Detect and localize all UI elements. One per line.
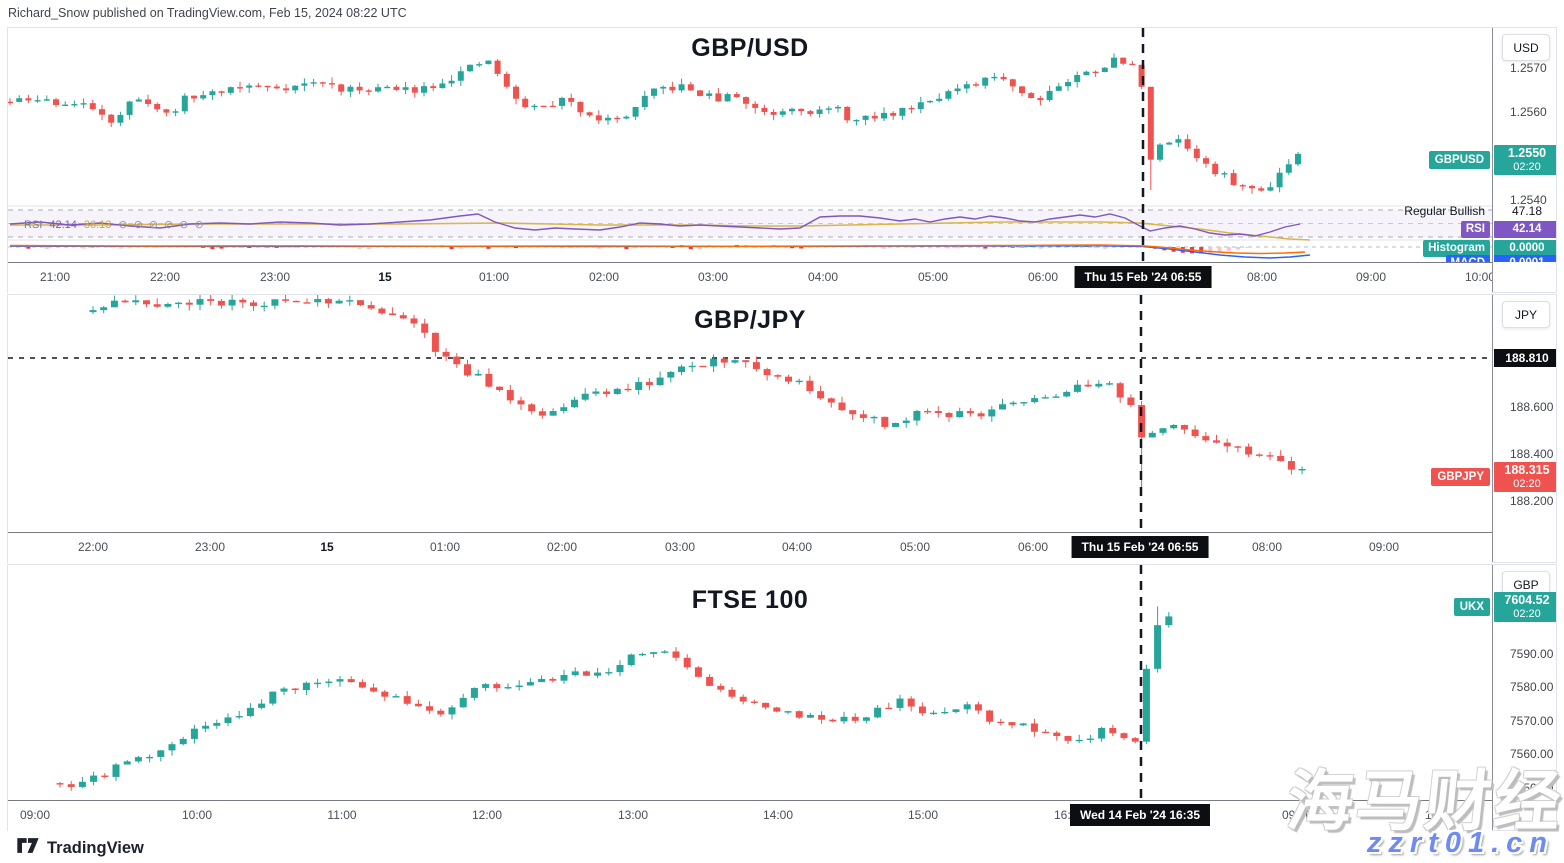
rsi-status-value: 36.13: [83, 219, 112, 231]
rsi-status-value: 42.14: [49, 219, 77, 231]
x-tick-label: 23:00: [259, 270, 291, 284]
chart-canvas-gbpusd: [8, 28, 1492, 262]
x-tick-label: 10:00: [1464, 270, 1492, 284]
y-tick-label: 7560.00: [1510, 747, 1554, 761]
plot-overlay-gbpjpy: GBP/JPY 188.600 188.400 188.200 JPY 188.810 GB…: [8, 295, 1556, 532]
x-tick-label: 09:00: [1355, 270, 1387, 284]
plot-overlay-ftse100: FTSE 100 7590.00 7580.00 7570.00 7560.00 7550…: [8, 565, 1556, 800]
x-tick-label: 08:00: [1246, 270, 1278, 284]
chart-title-gbpjpy: GBP/JPY: [694, 306, 806, 334]
tradingview-logo-icon: [16, 836, 40, 860]
symbol-chip-gbpjpy: GBPJPY: [1431, 468, 1490, 486]
indicator-label-rsi: RSI: [1460, 221, 1490, 238]
y-tick-label: 1.2570: [1510, 61, 1547, 75]
chart-title-gbpusd: GBP/USD: [691, 34, 809, 62]
x-tick-label: 01:00: [429, 540, 461, 554]
time-axis-ftse100: 09:0010:0011:0012:0013:0014:0015:0016:00…: [8, 800, 1492, 831]
x-tick-label: 09:00: [1281, 808, 1313, 822]
indicator-value-macd: 0.0001: [1494, 255, 1556, 262]
x-tick-label: 05:00: [917, 270, 949, 284]
panel-gbpjpy: GBP/JPY 188.600 188.400 188.200 JPY 188.810 GB…: [7, 294, 1557, 563]
price-axis-separator: [1492, 28, 1493, 292]
x-tick-label: 08:00: [1251, 540, 1283, 554]
attribution-text: Richard_Snow published on TradingView.co…: [8, 6, 407, 20]
time-axis-gbpjpy: 22:00 23:00 15 01:00 02:00 03:00 04:00 05:00 06:…: [8, 532, 1492, 563]
current-price-badge-gbpjpy: 188.315 02:20: [1494, 462, 1556, 492]
currency-button-jpy[interactable]: JPY: [1502, 301, 1550, 328]
current-price-value: 188.315: [1504, 463, 1550, 477]
x-tick-label: 14:00: [762, 808, 794, 822]
y-tick-label: 7550.00: [1510, 781, 1554, 795]
current-price-time: 02:20: [1513, 608, 1541, 620]
indicator-label-histogram: Histogram: [1423, 240, 1490, 257]
y-tick-label: 188.600: [1510, 400, 1554, 414]
current-price-value: 7604.52: [1504, 593, 1550, 607]
chart-canvas-gbpjpy: [8, 295, 1492, 532]
currency-button-usd[interactable]: USD: [1502, 34, 1550, 61]
panel-gbpusd: GBP/USD 1.2570 1.2560 1.2540 USD GBPUSD 1.2550…: [7, 27, 1557, 293]
x-tick-label: 03:00: [664, 540, 696, 554]
indicator-value-regular-bullish: 47.18: [1511, 204, 1543, 218]
x-tick-label: 10:00: [1424, 808, 1456, 822]
indicator-value-histogram: 0.0000: [1494, 240, 1556, 257]
indicator-value-rsi: 42.14: [1494, 221, 1556, 238]
y-tick-label: 7570.00: [1510, 714, 1554, 728]
x-tick-label: 10:00: [181, 808, 213, 822]
indicator-label-macd: MACD: [1445, 255, 1490, 262]
x-tick-label: 06:00: [1027, 270, 1059, 284]
y-tick-label: 1.2540: [1510, 193, 1547, 207]
date-badge-gbpusd: Thu 15 Feb '24 06:55: [1074, 266, 1212, 288]
x-tick-label: 03:00: [697, 270, 729, 284]
rsi-status-row: RSI 42.14 36.13 ⊘⊘⊘⊘⊘⊘: [24, 218, 217, 231]
x-tick-label: 23:00: [194, 540, 226, 554]
x-tick-label: 15: [320, 540, 334, 554]
indicator-toggle-icons[interactable]: ⊘⊘⊘⊘⊘⊘: [118, 219, 210, 231]
x-tick-label: 21:00: [39, 270, 71, 284]
x-tick-label: 13:00: [617, 808, 649, 822]
x-tick-label: 15: [378, 270, 392, 284]
price-axis-separator: [1492, 565, 1493, 830]
x-tick-label: 05:00: [899, 540, 931, 554]
current-price-time: 02:20: [1513, 161, 1541, 173]
x-tick-label: 09:00: [19, 808, 51, 822]
x-tick-label: 06:00: [1017, 540, 1049, 554]
y-tick-label: 7580.00: [1510, 680, 1554, 694]
current-price-badge-ftse100: 7604.52 02:20: [1494, 592, 1556, 622]
y-tick-label: 188.200: [1510, 494, 1554, 508]
symbol-chip-gbpusd: GBPUSD: [1428, 151, 1490, 169]
date-badge-gbpjpy: Thu 15 Feb '24 06:55: [1071, 536, 1209, 558]
current-price-value: 1.2550: [1507, 146, 1547, 160]
indicator-label-regular-bullish: Regular Bullish: [1404, 204, 1485, 218]
y-tick-label: 188.400: [1510, 447, 1554, 461]
time-axis-gbpusd: 21:00 22:00 23:00 15 01:00 02:00 03:00 04:00 05:…: [8, 262, 1492, 293]
tradingview-footer[interactable]: TradingView: [16, 836, 144, 860]
x-tick-label: 12:00: [471, 808, 503, 822]
x-tick-label: 02:00: [588, 270, 620, 284]
prior-close-price-badge: 188.810: [1494, 349, 1556, 367]
date-badge-ftse100: Wed 14 Feb '24 16:35: [1069, 804, 1211, 826]
x-tick-label: 04:00: [807, 270, 839, 284]
price-axis-separator: [1492, 295, 1493, 562]
plot-overlay-gbpusd: GBP/USD 1.2570 1.2560 1.2540 USD GBPUSD 1.2550…: [8, 28, 1556, 262]
tradingview-logo-text: TradingView: [47, 838, 144, 857]
chart-canvas-ftse100: [56, 565, 1173, 800]
current-price-time: 02:20: [1513, 478, 1541, 490]
watermark-url: zzrt01.cn: [1366, 827, 1554, 859]
symbol-chip-ftse100: UKX: [1453, 598, 1490, 616]
x-tick-label: 02:00: [546, 540, 578, 554]
x-tick-label: 22:00: [77, 540, 109, 554]
x-tick-label: 11:00: [327, 808, 357, 822]
current-price-badge-gbpusd: 1.2550 02:20: [1494, 145, 1556, 175]
y-tick-label: 1.2560: [1510, 105, 1547, 119]
rsi-status-value: RSI: [24, 219, 43, 231]
x-tick-label: 01:00: [478, 270, 510, 284]
chart-title-ftse100: FTSE 100: [691, 586, 809, 614]
y-tick-label: 7590.00: [1510, 647, 1554, 661]
x-tick-label: 09:00: [1368, 540, 1400, 554]
panel-ftse100: FTSE 100 7590.00 7580.00 7570.00 7560.00 7550…: [7, 564, 1557, 831]
x-tick-label: 15:00: [907, 808, 939, 822]
x-tick-label: 22:00: [149, 270, 181, 284]
x-tick-label: 04:00: [781, 540, 813, 554]
